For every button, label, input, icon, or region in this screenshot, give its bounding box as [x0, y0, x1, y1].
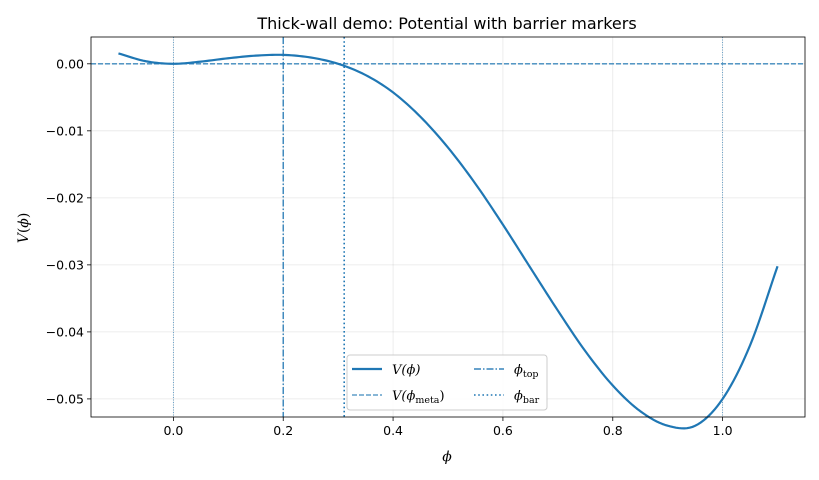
legend-label: ϕbar: [514, 389, 540, 406]
y-axis-label-arg: ϕ: [16, 218, 32, 228]
legend-label: V(ϕmeta): [392, 389, 445, 406]
plot-frame: [90, 36, 806, 418]
legend-label: ϕtop: [514, 363, 539, 380]
chart-title: Thick-wall demo: Potential with barrier …: [256, 14, 636, 33]
y-axis-label-main: V: [16, 231, 32, 243]
y-tick-label: −0.04: [46, 324, 84, 339]
y-axis-label: V(ϕ): [16, 213, 32, 244]
x-tick-label: 0.4: [383, 423, 403, 438]
series-layer: [118, 52, 779, 430]
y-tick-label: −0.02: [46, 190, 84, 205]
y-tick-label: −0.01: [46, 123, 84, 138]
x-tick-label: 0.6: [493, 423, 513, 438]
x-tick-label: 0.0: [163, 423, 183, 438]
y-tick-label: 0.00: [56, 56, 84, 71]
x-tick-label: 1.0: [713, 423, 733, 438]
x-tick-label: 0.2: [273, 423, 293, 438]
y-tick-label: −0.03: [46, 257, 84, 272]
legend: V(ϕ) V(ϕmeta) ϕtop ϕbar: [346, 354, 548, 411]
potential-curve: [118, 52, 779, 430]
tick-layer: 0.0 0.2 0.4 0.6 0.8 1.0 0.00 −0.01 −0.02 −0.03 −0.…: [46, 56, 733, 438]
marker-layer: [91, 37, 805, 417]
x-axis-label: ϕ: [442, 449, 452, 465]
y-tick-label: −0.05: [46, 391, 84, 406]
x-tick-label: 0.8: [603, 423, 623, 438]
legend-label: V(ϕ): [392, 363, 420, 378]
